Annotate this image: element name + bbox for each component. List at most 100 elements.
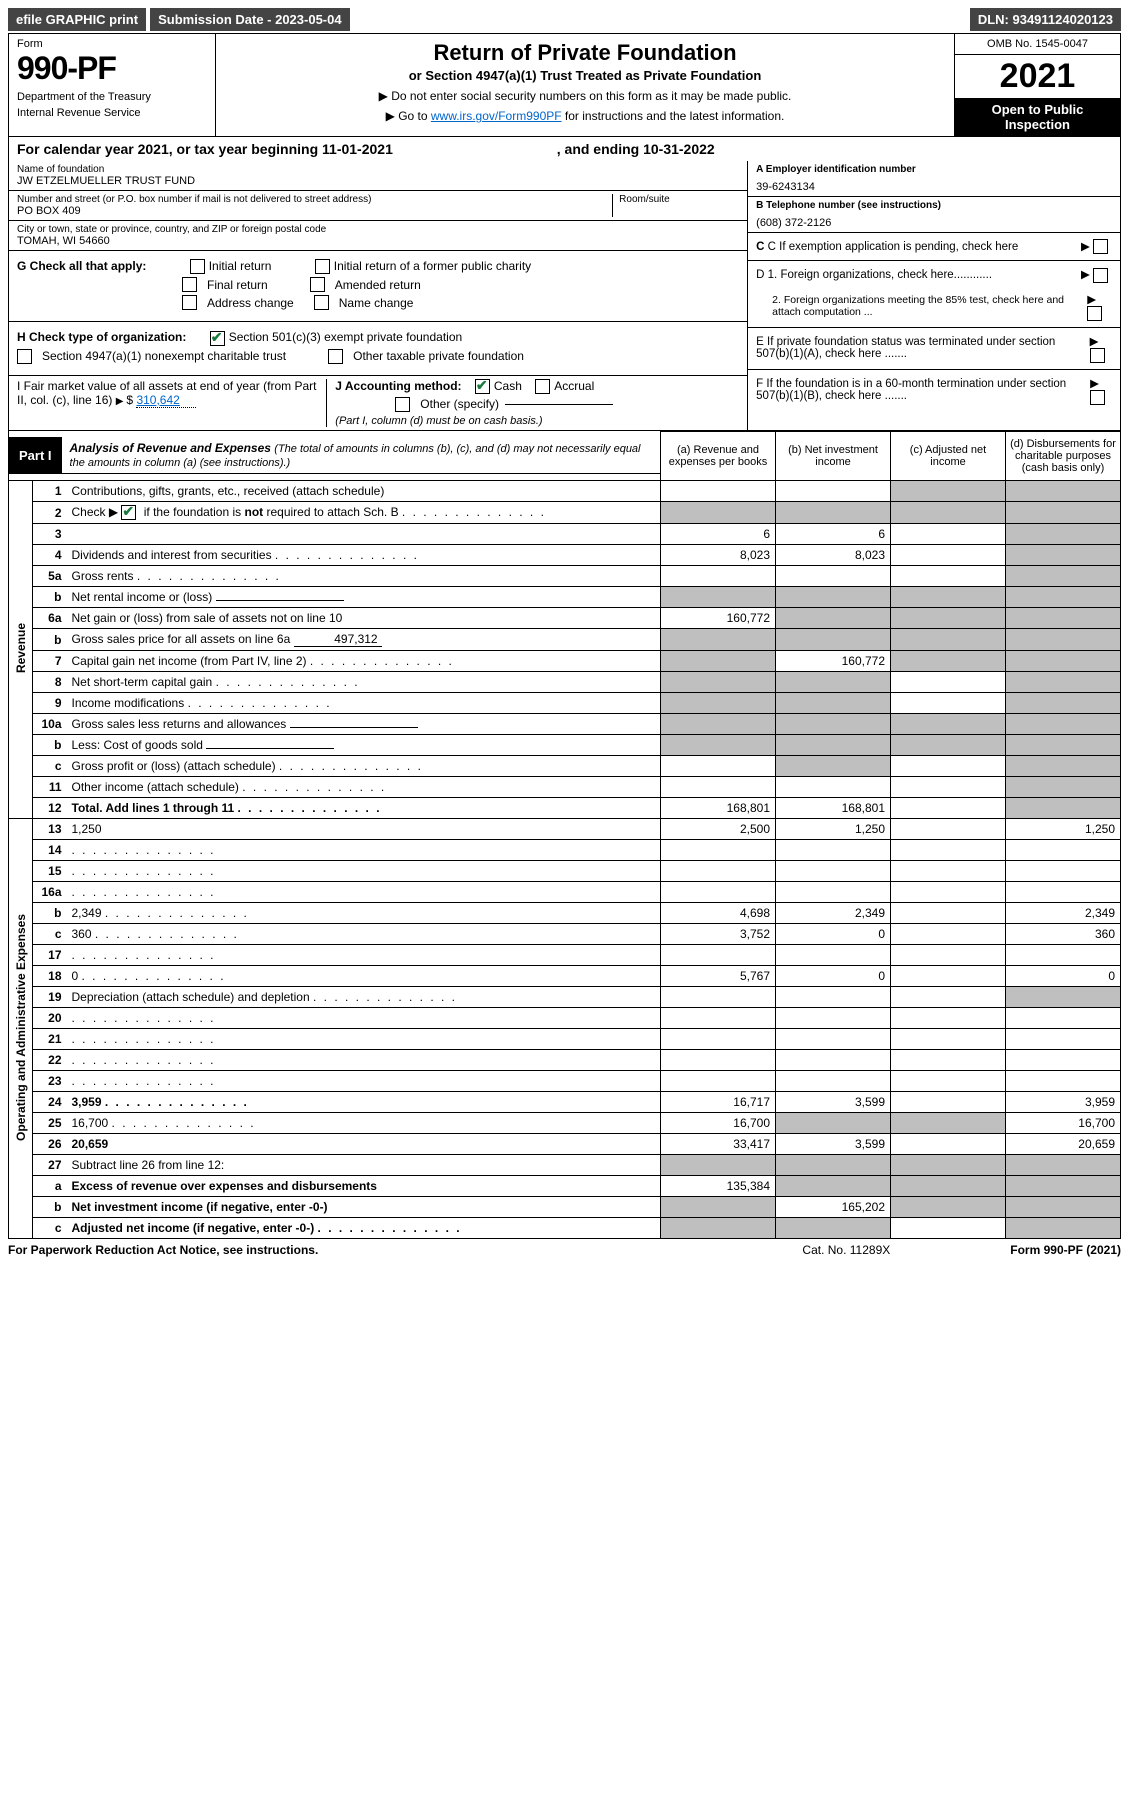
amount-cell-c [891,651,1006,672]
row-number: a [33,1176,67,1197]
amount-cell-d [1006,545,1121,566]
amount-cell-a [661,1218,776,1239]
amount-cell-d [1006,1155,1121,1176]
row-number: 27 [33,1155,67,1176]
amount-cell-a: 6 [661,524,776,545]
form-header: Form 990-PF Department of the Treasury I… [8,33,1121,137]
amount-cell-a [661,714,776,735]
checkbox-4947[interactable] [17,349,32,364]
amount-cell-b: 160,772 [776,651,891,672]
amount-cell-d: 3,959 [1006,1092,1121,1113]
amount-cell-d: 0 [1006,966,1121,987]
instruction-2: ▶ Go to www.irs.gov/Form990PF for instru… [220,109,950,123]
section-d: D 1. Foreign organizations, check here..… [748,261,1120,327]
amount-cell-d: 20,659 [1006,1134,1121,1155]
row-number: 14 [33,840,67,861]
row-number: c [33,924,67,945]
footer-form: Form 990-PF (2021) [1010,1243,1121,1257]
checkbox-f[interactable] [1090,390,1105,405]
form-number: 990-PF [17,50,207,87]
amount-cell-c [891,1092,1006,1113]
row-number: 17 [33,945,67,966]
row-number: 11 [33,777,67,798]
row-number: 4 [33,545,67,566]
row-description [67,1008,661,1029]
amount-cell-b [776,629,891,651]
amount-cell-d [1006,798,1121,819]
form-label: Form [17,38,207,50]
amount-cell-c [891,608,1006,629]
row-description: Gross profit or (loss) (attach schedule) [67,756,661,777]
amount-cell-a [661,1197,776,1218]
checkbox-c[interactable] [1093,239,1108,254]
row-number: 5a [33,566,67,587]
checkbox-501c3[interactable] [210,331,225,346]
amount-cell-a [661,777,776,798]
table-row: b2,349 4,6982,3492,349 [9,903,1121,924]
row-number: c [33,1218,67,1239]
table-row: 20 [9,1008,1121,1029]
entity-info: Name of foundation JW ETZELMUELLER TRUST… [8,161,1121,431]
table-row: 2620,65933,4173,59920,659 [9,1134,1121,1155]
footer-cat: Cat. No. 11289X [802,1243,890,1257]
checkbox-schb[interactable] [121,505,136,520]
irs-link[interactable]: www.irs.gov/Form990PF [431,109,562,123]
amount-cell-c [891,735,1006,756]
row-description: Net rental income or (loss) [67,587,661,608]
table-row: 180 5,76700 [9,966,1121,987]
row-number: 3 [33,524,67,545]
row-description: Other income (attach schedule) [67,777,661,798]
checkbox-other-taxable[interactable] [328,349,343,364]
amount-cell-b [776,1029,891,1050]
amount-cell-d [1006,566,1121,587]
checkbox-amended[interactable] [310,277,325,292]
table-row: 15 [9,861,1121,882]
checkbox-cash[interactable] [475,379,490,394]
row-number: 16a [33,882,67,903]
fmv-link[interactable]: 310,642 [136,393,196,408]
col-b-header: (b) Net investment income [776,431,891,480]
checkbox-name-change[interactable] [314,295,329,310]
amount-cell-d [1006,735,1121,756]
open-to-public: Open to Public Inspection [955,98,1120,136]
amount-cell-a: 16,717 [661,1092,776,1113]
amount-cell-c [891,987,1006,1008]
checkbox-final-return[interactable] [182,277,197,292]
amount-cell-b [776,1071,891,1092]
checkbox-initial-former[interactable] [315,259,330,274]
amount-cell-a: 5,767 [661,966,776,987]
table-row: cAdjusted net income (if negative, enter… [9,1218,1121,1239]
part1-badge: Part I [9,437,62,473]
row-number: 18 [33,966,67,987]
efile-badge[interactable]: efile GRAPHIC print [8,8,146,31]
checkbox-d1[interactable] [1093,268,1108,283]
table-row: bNet investment income (if negative, ent… [9,1197,1121,1218]
amount-cell-d [1006,1008,1121,1029]
checkbox-initial-return[interactable] [190,259,205,274]
amount-cell-c [891,566,1006,587]
table-row: Revenue1Contributions, gifts, grants, et… [9,480,1121,501]
row-description: 0 [67,966,661,987]
table-row: Operating and Administrative Expenses131… [9,819,1121,840]
table-row: 19Depreciation (attach schedule) and dep… [9,987,1121,1008]
section-e: E If private foundation status was termi… [748,328,1120,370]
amount-cell-c [891,1134,1006,1155]
table-row: c360 3,7520360 [9,924,1121,945]
row-description: 16,700 [67,1113,661,1134]
row-number: b [33,903,67,924]
row-description: Excess of revenue over expenses and disb… [67,1176,661,1197]
amount-cell-d [1006,524,1121,545]
foundation-name-cell: Name of foundation JW ETZELMUELLER TRUST… [9,161,747,191]
section-h: H Check type of organization: Section 50… [9,322,747,375]
amount-cell-c [891,1197,1006,1218]
checkbox-accrual[interactable] [535,379,550,394]
checkbox-other-method[interactable] [395,397,410,412]
calendar-year-row: For calendar year 2021, or tax year begi… [8,137,1121,161]
amount-cell-a [661,480,776,501]
checkbox-address-change[interactable] [182,295,197,310]
checkbox-e[interactable] [1090,348,1105,363]
table-row: 16a [9,882,1121,903]
table-row: 27Subtract line 26 from line 12: [9,1155,1121,1176]
amount-cell-a [661,672,776,693]
checkbox-d2[interactable] [1087,306,1102,321]
